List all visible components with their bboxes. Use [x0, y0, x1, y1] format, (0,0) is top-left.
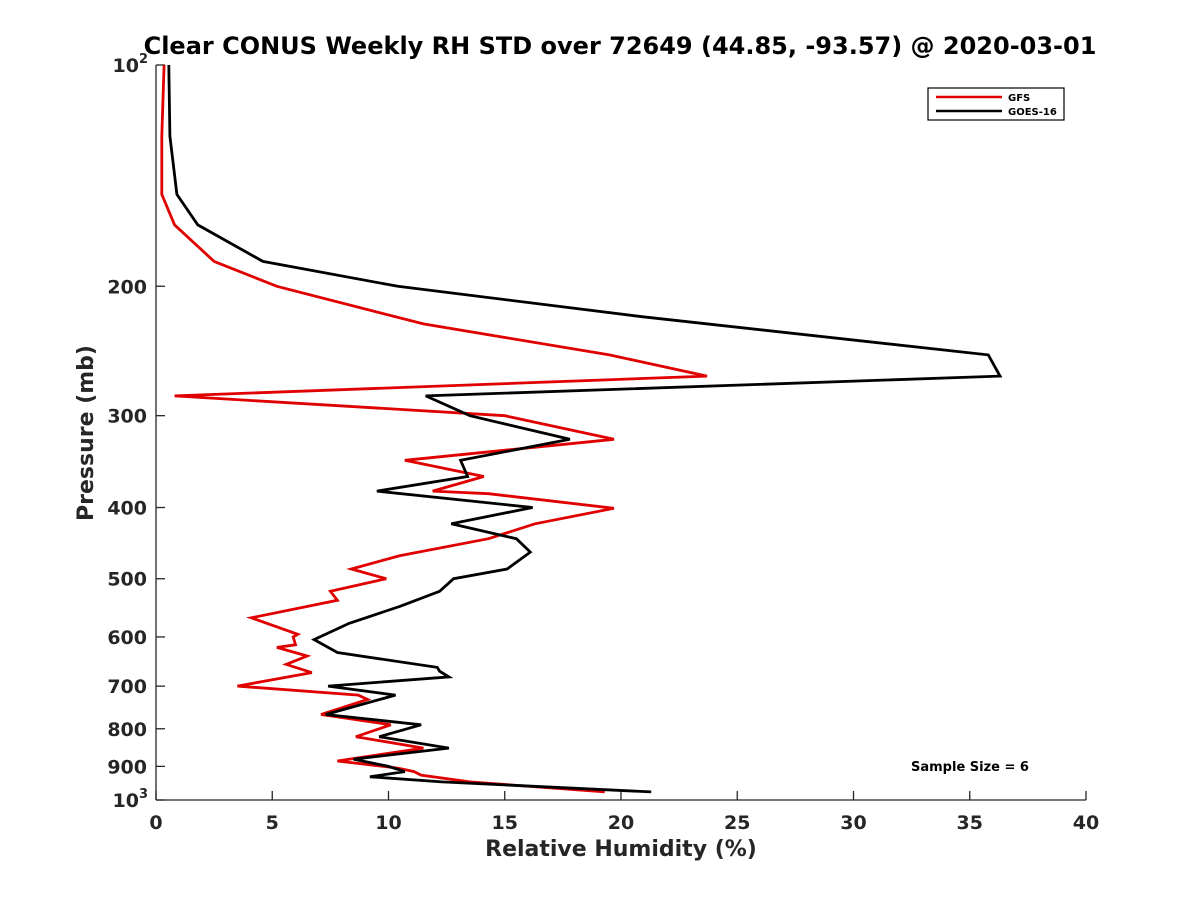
- y-tick-label-base: 10: [113, 790, 139, 812]
- y-tick-label: 200: [107, 276, 147, 298]
- x-axis-label: Relative Humidity (%): [485, 837, 757, 862]
- y-tick-label: 500: [107, 569, 147, 591]
- x-tick-label: 5: [266, 812, 279, 834]
- x-tick-label: 0: [149, 812, 162, 834]
- legend-label-goes16: GOES-16: [1008, 107, 1057, 118]
- y-tick-label-exponent: 2: [139, 52, 148, 67]
- series-lines: [160, 64, 1003, 794]
- x-tick-label: 25: [724, 812, 750, 834]
- y-tick-label: 400: [107, 498, 147, 520]
- plot-area: 0 5 10 15 20 25 30 35 40 10220030040050060070080…: [107, 52, 1099, 834]
- y-tick-label: 103: [113, 787, 149, 812]
- series-line-gfs: [160, 64, 708, 794]
- sample-size-annotation: Sample Size = 6: [911, 760, 1029, 775]
- y-tick-label: 800: [107, 719, 147, 741]
- y-axis-label: Pressure (mb): [74, 345, 99, 521]
- x-tick-label: 10: [375, 812, 401, 834]
- y-tick-label-base: 10: [113, 55, 139, 77]
- y-tick-label: 900: [107, 756, 147, 778]
- x-tick-label: 20: [608, 812, 634, 834]
- y-tick-label: 300: [107, 406, 147, 428]
- x-ticks: 0 5 10 15 20 25 30 35 40: [149, 791, 1099, 834]
- legend-label-gfs: GFS: [1008, 93, 1030, 104]
- legend-box: [927, 87, 1065, 121]
- x-tick-label: 40: [1073, 812, 1099, 834]
- y-tick-label: 102: [113, 52, 149, 77]
- series-line-goes16: [167, 64, 1003, 794]
- x-tick-label: 15: [492, 812, 518, 834]
- x-tick-label: 30: [840, 812, 866, 834]
- y-tick-label-exponent: 3: [139, 787, 148, 802]
- chart-title: Clear CONUS Weekly RH STD over 72649 (44…: [144, 32, 1097, 60]
- legend: GFS GOES-16: [927, 87, 1065, 121]
- y-tick-label: 700: [107, 676, 147, 698]
- x-tick-label: 35: [957, 812, 983, 834]
- y-tick-label: 600: [107, 627, 147, 649]
